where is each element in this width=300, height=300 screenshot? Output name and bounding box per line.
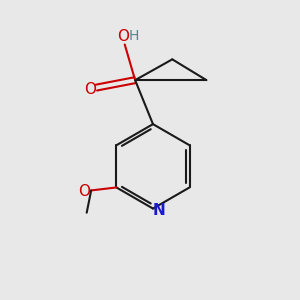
- Text: O: O: [84, 82, 96, 97]
- Text: O: O: [79, 184, 91, 199]
- Text: O: O: [117, 29, 129, 44]
- Text: H: H: [129, 29, 140, 43]
- Text: N: N: [152, 202, 165, 217]
